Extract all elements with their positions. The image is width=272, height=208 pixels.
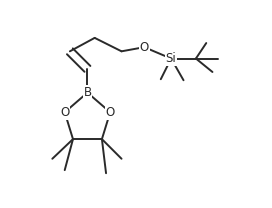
Text: O: O [106,106,115,119]
Text: Si: Si [166,52,177,65]
Text: O: O [140,41,149,54]
Text: O: O [60,106,69,119]
Text: B: B [84,86,91,99]
